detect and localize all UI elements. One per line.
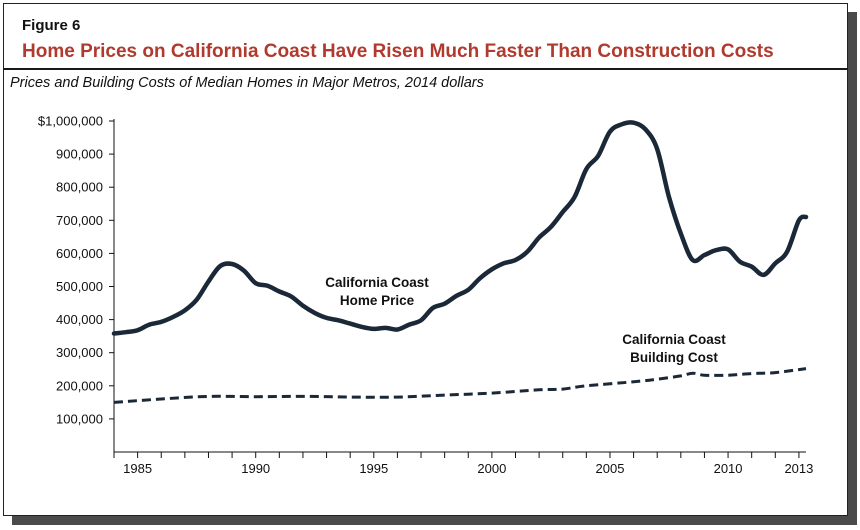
- building-cost-label-line2: Building Cost: [630, 350, 718, 365]
- figure-subtitle: Prices and Building Costs of Median Home…: [10, 75, 484, 91]
- x-tick-label: 2000: [477, 461, 506, 476]
- x-tick-label: 2005: [596, 461, 625, 476]
- y-tick-label: 300,000: [56, 345, 103, 360]
- title-rule: [3, 68, 848, 70]
- y-tick-label: 100,000: [56, 411, 103, 426]
- building-cost-label-line1: California Coast: [622, 332, 726, 347]
- figure-label: Figure 6: [22, 17, 81, 34]
- y-tick-label: 600,000: [56, 246, 103, 261]
- y-tick-label: 500,000: [56, 279, 103, 294]
- y-tick-label: 900,000: [56, 147, 103, 162]
- y-tick-label: 200,000: [56, 378, 103, 393]
- series-group: [111, 120, 809, 404]
- figure-frame: [3, 3, 848, 516]
- building-cost-line: [113, 367, 807, 404]
- home-price-label-line1: California Coast: [325, 275, 429, 290]
- y-axis: 100,000 200,000 300,000 400,000 500,000 600,0…: [38, 114, 115, 452]
- y-tick-label: 800,000: [56, 180, 103, 195]
- y-tick-label: 700,000: [56, 213, 103, 228]
- y-tick-label: $1,000,000: [38, 114, 103, 129]
- x-axis: 1985 1990 1995 2000 2005 2010 2013: [113, 451, 813, 476]
- home-price-label-line2: Home Price: [340, 293, 415, 308]
- x-tick-label: 2010: [714, 461, 743, 476]
- x-tick-label: 1990: [241, 461, 270, 476]
- figure-title: Home Prices on California Coast Have Ris…: [22, 41, 774, 62]
- y-tick-label: 400,000: [56, 312, 103, 327]
- home-price-line: [111, 120, 809, 336]
- x-tick-label: 1995: [359, 461, 388, 476]
- x-tick-label: 1985: [123, 461, 152, 476]
- x-tick-label: 2013: [784, 461, 813, 476]
